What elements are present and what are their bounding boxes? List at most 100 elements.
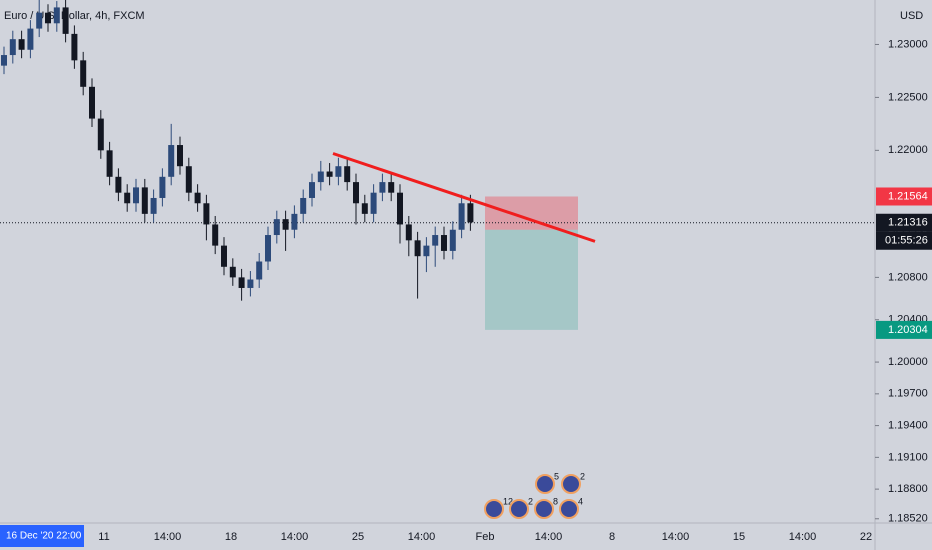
current-price-label-box xyxy=(876,213,932,232)
candle-body xyxy=(291,213,298,230)
candle-body xyxy=(80,60,87,87)
cursor-time: 16 Dec '20 22:00 xyxy=(6,531,82,542)
currency-label: USD xyxy=(900,10,923,22)
event-icon xyxy=(534,499,554,519)
candle-body xyxy=(370,192,377,214)
candle-body xyxy=(361,203,368,214)
candle-body xyxy=(133,187,139,204)
candle-body xyxy=(344,166,351,183)
x-tick-label: Feb xyxy=(476,531,495,543)
candle-body xyxy=(282,219,289,230)
chart-title: Euro / U.S. Dollar, 4h, FXCM xyxy=(4,10,145,22)
candle-body xyxy=(89,86,95,119)
y-tick-label: 1.18800 xyxy=(888,483,928,495)
candle-body xyxy=(150,197,157,214)
candle-body xyxy=(335,166,342,177)
x-tick-label: 18 xyxy=(225,531,237,543)
candle-body xyxy=(203,203,210,225)
event-icon xyxy=(559,499,579,519)
target-zone xyxy=(485,229,578,330)
x-tick-label: 14:00 xyxy=(789,531,817,543)
x-tick-label: 14:00 xyxy=(662,531,690,543)
event-icon xyxy=(561,474,581,494)
candle-body xyxy=(388,182,395,193)
y-tick-label: 1.20800 xyxy=(888,271,928,283)
x-tick-label: 8 xyxy=(609,531,615,543)
candle-body xyxy=(353,182,359,204)
candle-body xyxy=(247,279,254,288)
y-tick-label: 1.18520 xyxy=(888,513,928,525)
candle-body xyxy=(238,277,245,288)
x-tick-label: 14:00 xyxy=(154,531,182,543)
event-count: 12 xyxy=(503,496,513,506)
candle-body xyxy=(18,39,25,50)
countdown: 01:55:26 xyxy=(885,235,928,247)
candle-body xyxy=(326,171,333,177)
candle-body xyxy=(309,182,315,198)
event-count: 2 xyxy=(580,471,585,481)
countdown-box xyxy=(876,231,932,250)
cursor-time-box xyxy=(0,525,84,547)
candle-body xyxy=(36,12,43,29)
stop-price-label-box xyxy=(876,187,932,206)
event-count: 4 xyxy=(578,496,583,506)
candle-body xyxy=(168,145,175,177)
event-icon xyxy=(535,474,555,494)
candle-body xyxy=(106,150,113,177)
candle-body xyxy=(212,224,219,246)
candle-body xyxy=(1,55,7,66)
candle-body xyxy=(185,166,192,193)
candle-body xyxy=(423,245,430,257)
x-tick-label: 15 xyxy=(733,531,745,543)
candle-body xyxy=(124,192,131,204)
candle-body xyxy=(265,235,271,262)
event-icon xyxy=(509,499,529,519)
candle-body xyxy=(221,245,227,267)
candle-body xyxy=(194,192,201,204)
x-tick-label: 11 xyxy=(98,531,109,543)
candle-body xyxy=(441,235,447,251)
x-tick-label: 14:00 xyxy=(535,531,563,543)
candle-body xyxy=(141,187,148,214)
event-count: 8 xyxy=(553,496,558,506)
candle-body xyxy=(300,197,307,214)
event-icon xyxy=(484,499,504,519)
candle-body xyxy=(97,118,104,151)
candle-body xyxy=(229,266,236,278)
candle-body xyxy=(458,203,465,230)
candle-body xyxy=(177,145,183,167)
y-tick-label: 1.22000 xyxy=(888,144,928,156)
candle-body xyxy=(27,28,34,50)
stop-price-label: 1.21564 xyxy=(888,190,928,202)
stop-zone xyxy=(485,196,578,230)
candle-body xyxy=(273,219,280,236)
current-price-label: 1.21316 xyxy=(888,217,928,229)
candle-body xyxy=(432,235,439,246)
target-price-label-box xyxy=(876,320,932,339)
candle-body xyxy=(379,182,386,193)
candle-body xyxy=(256,261,263,280)
target-price-label: 1.20304 xyxy=(888,324,928,336)
candle-body xyxy=(449,229,456,251)
x-tick-label: 22 xyxy=(860,531,872,543)
event-count: 5 xyxy=(554,471,559,481)
candle-body xyxy=(467,203,474,223)
x-tick-label: 25 xyxy=(352,531,364,543)
y-tick-label: 1.19400 xyxy=(888,420,928,432)
candle-body xyxy=(9,39,16,56)
trendline xyxy=(332,152,596,243)
candle-body xyxy=(414,240,421,257)
event-count: 2 xyxy=(528,496,533,506)
candle-body xyxy=(115,176,122,193)
candle-body xyxy=(159,176,166,198)
candle-body xyxy=(405,224,412,241)
candle-body xyxy=(71,33,78,61)
y-tick-label: 1.19700 xyxy=(888,388,928,400)
y-tick-label: 1.23000 xyxy=(888,38,928,50)
y-tick-label: 1.22500 xyxy=(888,91,928,103)
x-tick-label: 14:00 xyxy=(281,531,309,543)
y-tick-label: 1.20000 xyxy=(888,356,928,368)
candle-body xyxy=(317,171,324,183)
